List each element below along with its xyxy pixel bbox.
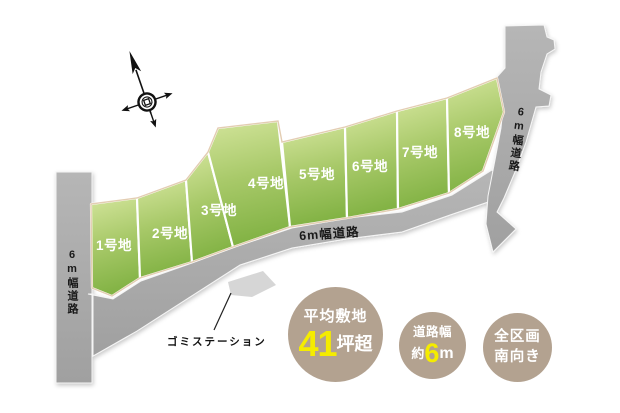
plot-5-label: 5号地 [299, 166, 335, 182]
garbage-station-marker [228, 271, 276, 297]
badge-road-width-heading: 道路幅 [412, 324, 452, 339]
plot-1-label: 1号地 [96, 237, 132, 253]
compass-icon [121, 50, 173, 128]
plot-4-label: 4号地 [248, 175, 284, 191]
plot-8-label: 8号地 [454, 124, 490, 140]
garbage-station-label: ゴミステーション [167, 336, 267, 348]
plot-3-label: 3号地 [201, 202, 237, 218]
plots-group [89, 76, 506, 298]
left-road [55, 171, 93, 384]
badge-south-facing-line2: 南向き [494, 348, 541, 365]
badge-average-unit: 坪超 [336, 333, 373, 354]
plots-boundary-outline [90, 77, 505, 297]
plot-7-label: 7号地 [402, 144, 438, 160]
badge-road-width-unit: m [439, 344, 454, 362]
badge-road-width-prefix: 約 [411, 346, 425, 362]
roads [55, 24, 556, 384]
garbage-station-leader-line [213, 292, 232, 331]
plot-2-label: 2号地 [152, 225, 188, 241]
right-road [485, 24, 556, 253]
badge-south-facing: 全区画 南向き [483, 313, 552, 382]
badge-road-width-value: 6 [424, 338, 440, 369]
badge-south-facing-line1: 全区画 [494, 328, 541, 345]
left-road-label: 6m幅道路 [66, 249, 78, 316]
badge-average-heading: 平均敷地 [303, 307, 368, 325]
plot-labels: 1号地 2号地 3号地 4号地 5号地 6号地 7号地 8号地 [96, 124, 490, 253]
plot-6-label: 6号地 [352, 158, 388, 174]
badge-road-width: 道路幅 約 6 m [399, 312, 466, 379]
badge-average-lot-size: 平均敷地 41 坪超 [288, 287, 383, 382]
badge-average-value: 41 [298, 322, 337, 364]
